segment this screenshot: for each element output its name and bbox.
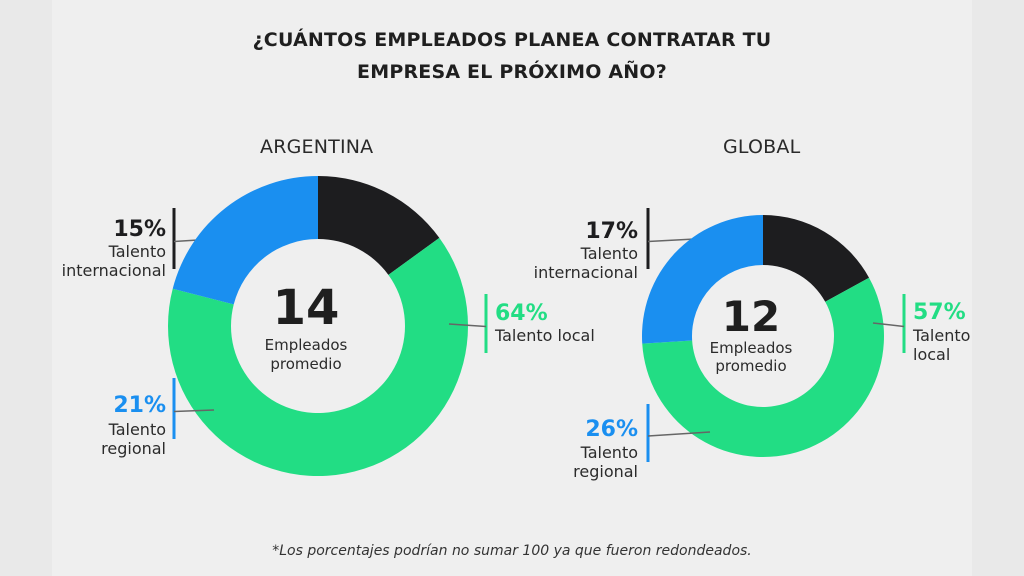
global-center-label-line-1: Empleados xyxy=(710,339,793,357)
argentina-center-label-line-2: promedio xyxy=(270,355,341,373)
argentina-regional-leader-line xyxy=(173,409,215,413)
argentina-local-percent-label: 64% xyxy=(495,301,548,326)
page-title-line-2: EMPRESA EL PRÓXIMO AÑO? xyxy=(357,61,667,83)
global-center-value: 12 xyxy=(722,292,780,341)
global-international-leader-line xyxy=(647,238,696,243)
argentina-regional-percent-label: 21% xyxy=(113,393,166,418)
global-regional-percent-label: 26% xyxy=(585,417,638,442)
global-international-percent-label: 17% xyxy=(585,219,638,244)
argentina-center-value: 14 xyxy=(273,280,340,336)
global-regional-label-line: regional xyxy=(573,462,638,481)
argentina-center-label-line-1: Empleados xyxy=(265,336,348,354)
argentina-regional-label-line: Talento xyxy=(108,420,166,439)
global-international-label-line: Talento xyxy=(580,244,638,263)
argentina-international-label-line: internacional xyxy=(62,261,166,280)
argentina-local-slice xyxy=(167,237,469,476)
global-international-label-line: internacional xyxy=(534,263,638,282)
chart-title-argentina: ARGENTINA xyxy=(260,136,374,158)
global-center-label-line-2: promedio xyxy=(715,357,786,375)
global-international-slice xyxy=(763,215,870,302)
global-local-percent-label: 57% xyxy=(913,300,966,325)
argentina-local-leader-line xyxy=(448,323,487,328)
global-regional-label-line: Talento xyxy=(580,443,638,462)
argentina-local-label-line: Talento local xyxy=(494,326,595,345)
argentina-international-percent-label: 15% xyxy=(113,217,166,242)
argentina-regional-slice xyxy=(172,176,318,305)
global-local-slice xyxy=(642,277,884,457)
page-title-line-1: ¿CUÁNTOS EMPLEADOS PLANEA CONTRATAR TU xyxy=(252,29,772,51)
footnote: *Los porcentajes podrían no sumar 100 ya… xyxy=(272,543,752,559)
global-regional-leader-line xyxy=(647,431,711,437)
global-local-leader-line xyxy=(872,322,905,328)
infographic-page: ¿CUÁNTOS EMPLEADOS PLANEA CONTRATAR TU E… xyxy=(52,0,972,576)
page-title: ¿CUÁNTOS EMPLEADOS PLANEA CONTRATAR TU E… xyxy=(52,24,972,88)
argentina-international-slice xyxy=(318,176,440,275)
global-local-label-line: Talento xyxy=(912,326,970,345)
argentina-international-label-line: Talento xyxy=(108,242,166,261)
global-regional-slice xyxy=(642,215,763,344)
chart-title-global: GLOBAL xyxy=(723,136,801,158)
argentina-regional-label-line: regional xyxy=(101,439,166,458)
global-local-label-line: local xyxy=(913,345,950,364)
